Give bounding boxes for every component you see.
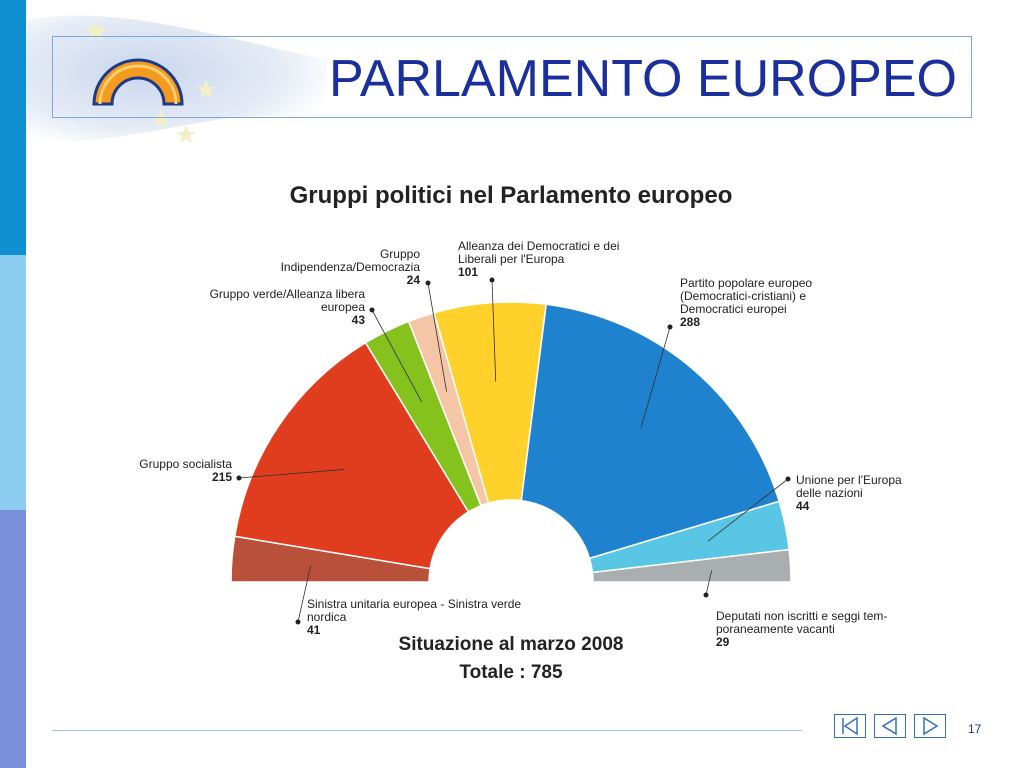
- chart-slice-label: Partito popolare europeo: [680, 276, 812, 290]
- next-slide-icon: [923, 716, 939, 736]
- chart-leader-dot: [489, 277, 495, 283]
- previous-slide-icon: [881, 716, 897, 736]
- chart-leader-line: [238, 469, 345, 479]
- chart-slice: [433, 301, 548, 505]
- chart-slice-label: Gruppo: [380, 247, 420, 261]
- chart-slice-value: 41: [307, 623, 321, 637]
- slide-title: PARLAMENTO EUROPEO: [329, 50, 957, 108]
- footer-divider: [52, 730, 802, 731]
- chart-leader-dot: [295, 619, 301, 625]
- chart-leader-line: [640, 326, 671, 429]
- chart-slice-value: 288: [680, 315, 700, 329]
- chart-labels: Sinistra unitaria europea - Sinistra ver…: [139, 239, 902, 649]
- first-slide-icon: [842, 716, 858, 736]
- chart-leader-line: [707, 478, 789, 542]
- chart-leader-line: [427, 282, 447, 392]
- chart-slice-label: Gruppo socialista: [139, 457, 232, 471]
- chart-leader-line: [705, 570, 713, 596]
- chart-slice: [591, 548, 792, 583]
- left-bar-segment-top: [0, 0, 26, 255]
- chart-slice-value: 24: [407, 273, 421, 287]
- chart-leader-dot: [236, 475, 242, 481]
- chart-footnote-date: Situazione al marzo 2008: [399, 634, 624, 655]
- chart-slice-label: (Democratici-cristiani) e: [680, 289, 806, 303]
- left-bar-segment-middle: [0, 255, 26, 510]
- left-accent-bar: [0, 0, 26, 768]
- chart-slice-label: nordica: [307, 610, 347, 624]
- chart-slice-label: europea: [321, 300, 365, 314]
- chart-slice: [233, 341, 470, 570]
- page-number: 17: [968, 722, 982, 736]
- chart-slice-label: Indipendenza/Democrazia: [281, 260, 421, 274]
- chart-leader-line: [297, 565, 312, 623]
- chart-slice-value: 44: [796, 499, 810, 513]
- parliament-arch-logo: [92, 58, 184, 106]
- chart-title: Gruppi politici nel Parlamento europeo: [290, 182, 733, 209]
- chart-slice-label: Alleanza dei Democratici e dei: [458, 239, 619, 253]
- chart-slice-label: Liberali per l'Europa: [458, 252, 565, 266]
- chart-slice-value: 29: [716, 635, 730, 649]
- chart-leader-line: [491, 279, 497, 382]
- chart-slice-value: 215: [212, 470, 232, 484]
- left-bar-segment-bottom: [0, 510, 26, 768]
- chart-leader-dot: [369, 307, 375, 313]
- chart-footnote-total: Totale : 785: [459, 662, 563, 683]
- previous-slide-button[interactable]: [874, 714, 906, 738]
- chart-slice-label: Unione per l'Europa: [796, 473, 902, 487]
- chart-slice-value: 101: [458, 265, 478, 279]
- chart-leader-dot: [425, 280, 431, 286]
- chart-leader-dot: [703, 592, 709, 598]
- chart-slice: [520, 303, 781, 560]
- chart-slice-label: poraneamente vacanti: [716, 622, 835, 636]
- chart-leader-dot: [785, 476, 791, 482]
- chart-slices: [230, 301, 792, 583]
- title-box: PARLAMENTO EUROPEO: [52, 36, 972, 118]
- next-slide-button[interactable]: [914, 714, 946, 738]
- chart-slice-label: delle nazioni: [796, 486, 863, 500]
- chart-slice-label: Gruppo verde/Alleanza libera: [210, 287, 366, 301]
- chart-leader-dot: [667, 324, 673, 330]
- chart-slice-value: 43: [352, 313, 366, 327]
- chart-slice-label: Deputati non iscritti e seggi tem-: [716, 609, 887, 623]
- chart-leader-line: [371, 309, 423, 403]
- chart-slice-label: Sinistra unitaria europea - Sinistra ver…: [307, 597, 521, 611]
- chart-slice-label: Democratici europei: [680, 302, 787, 316]
- first-slide-button[interactable]: [834, 714, 866, 738]
